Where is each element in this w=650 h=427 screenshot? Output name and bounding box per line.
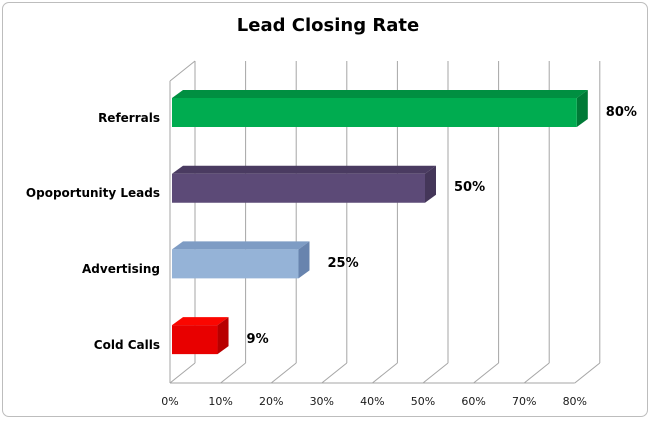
floor-line-30 [321,362,348,384]
floor-line-50 [422,362,449,384]
bar-top-referrals [172,90,588,98]
x-tick-label-60: 60% [461,395,486,408]
value-label-advertising: 25% [327,255,359,271]
x-tick-label-20: 20% [258,395,284,408]
x-tick-label-80: 80% [562,395,588,408]
bar-cold-calls [172,325,218,355]
x-tick-label-50: 50% [410,395,436,408]
value-label-referrals: 80% [605,104,637,120]
bar-side-cold-calls [217,317,229,355]
bar-top-cold-calls [172,317,229,326]
x-tick-label-10: 10% [208,395,233,408]
bar-side-opoportunity-leads [425,165,436,203]
category-label-cold-calls: Cold Calls [93,337,160,352]
bar-referrals [172,98,577,127]
floor-line-20 [270,362,297,384]
chart-title: Lead Closing Rate [236,15,420,36]
x-tick-label-30: 30% [309,395,335,408]
chart-frame: Lead Closing Rate Referrals 80% Opoportuni… [2,2,648,417]
floor-line-0 [169,362,196,384]
category-label-referrals: Referrals [98,110,160,125]
floor-line-10 [220,362,246,384]
bar-opoportunity-leads [172,173,425,203]
x-tick-label-40: 40% [360,395,385,408]
value-label-opoportunity-leads: 50% [454,180,486,196]
plot-area [169,60,601,384]
floor-line-60 [473,362,499,384]
bar-advertising [172,249,299,279]
bar-top-advertising [172,241,310,250]
bar-top-opoportunity-leads [172,165,436,174]
category-label-advertising: Advertising [82,261,160,276]
bar-side-advertising [298,241,310,279]
floor-line-40 [372,362,398,384]
x-tick-label-70: 70% [511,395,537,408]
left-wall-top-edge [169,60,196,82]
floor-line-70 [523,362,550,384]
value-label-cold-calls: 9% [246,331,269,347]
x-tick-label-0: 0% [161,395,179,408]
bar-side-referrals [576,90,588,127]
floor-line-80 [574,362,601,384]
category-label-opoportunity-leads: Opoportunity Leads [25,186,160,201]
